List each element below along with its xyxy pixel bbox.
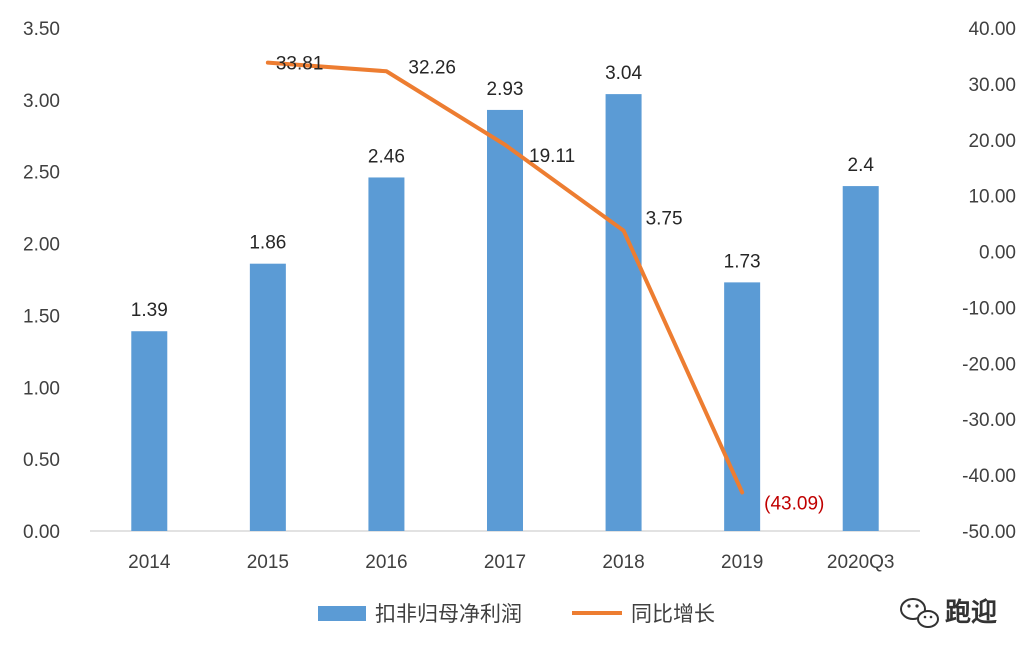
line-data-label: 3.75 bbox=[646, 209, 683, 230]
bar-data-label: 2.93 bbox=[487, 79, 524, 100]
right-tick-label: -20.00 bbox=[962, 354, 1016, 375]
bar bbox=[249, 263, 286, 531]
right-axis-ticks: -50.00 -40.00 -30.00 -20.00 -10.00 0.00 10.00 2… bbox=[962, 19, 1016, 543]
left-axis-ticks: 0.00 0.50 1.00 1.50 2.00 2.50 3.00 3.50 bbox=[23, 19, 60, 543]
left-tick-label: 1.00 bbox=[23, 378, 60, 399]
right-tick-label: 0.00 bbox=[979, 243, 1016, 264]
legend: 扣非归母净利润 同比增长 bbox=[318, 603, 715, 626]
right-tick-label: -50.00 bbox=[962, 522, 1016, 543]
bar-data-label: 1.86 bbox=[249, 233, 286, 254]
bar-data-labels: 1.39 1.86 2.46 2.93 3.04 1.73 2.4 bbox=[131, 63, 875, 321]
line-data-labels: 33.81 32.26 19.11 3.75 (43.09) bbox=[276, 54, 824, 515]
left-tick-label: 2.50 bbox=[23, 163, 60, 184]
category-label: 2014 bbox=[128, 552, 171, 573]
bar-data-label: 2.4 bbox=[848, 155, 875, 176]
bar-data-label: 1.73 bbox=[724, 251, 761, 272]
right-tick-label: 40.00 bbox=[968, 19, 1016, 40]
line-series bbox=[265, 60, 745, 495]
legend-line-label: 同比增长 bbox=[631, 603, 715, 626]
left-tick-label: 0.50 bbox=[23, 450, 60, 471]
left-tick-label: 0.00 bbox=[23, 522, 60, 543]
bar bbox=[605, 94, 642, 531]
category-label: 2015 bbox=[247, 552, 289, 573]
watermark-text: 跑迎 bbox=[945, 597, 997, 627]
left-tick-label: 1.50 bbox=[23, 306, 60, 327]
right-tick-label: -30.00 bbox=[962, 410, 1016, 431]
right-tick-label: 20.00 bbox=[968, 131, 1016, 152]
right-tick-label: -40.00 bbox=[962, 466, 1016, 487]
watermark: 跑迎 bbox=[900, 597, 997, 628]
bar bbox=[131, 331, 168, 531]
category-label: 2018 bbox=[602, 552, 644, 573]
left-tick-label: 3.00 bbox=[23, 91, 60, 112]
line-data-label: 32.26 bbox=[408, 57, 456, 78]
bar bbox=[487, 109, 523, 531]
line-data-label: 33.81 bbox=[276, 54, 324, 75]
right-tick-label: 10.00 bbox=[968, 187, 1016, 208]
legend-bar-swatch bbox=[318, 606, 366, 621]
left-tick-label: 3.50 bbox=[23, 19, 60, 40]
bar-data-label: 1.39 bbox=[131, 300, 168, 321]
right-tick-label: 30.00 bbox=[968, 75, 1016, 96]
category-label: 2016 bbox=[365, 552, 407, 573]
wechat-icon bbox=[900, 598, 939, 628]
line-data-label: 19.11 bbox=[529, 146, 575, 167]
bar-data-label: 2.46 bbox=[368, 146, 405, 167]
left-tick-label: 2.00 bbox=[23, 235, 60, 256]
growth-line bbox=[265, 60, 745, 495]
category-label: 2017 bbox=[484, 552, 526, 573]
bar-series bbox=[131, 94, 879, 532]
category-label: 2019 bbox=[721, 552, 763, 573]
right-tick-label: -10.00 bbox=[962, 298, 1016, 319]
category-labels: 2014 2015 2016 2017 2018 2019 2020Q3 bbox=[128, 552, 894, 573]
bar-data-label: 3.04 bbox=[605, 63, 642, 84]
bar bbox=[842, 186, 879, 532]
legend-bar-label: 扣非归母净利润 bbox=[375, 603, 522, 626]
line-data-label: (43.09) bbox=[764, 493, 824, 514]
category-label: 2020Q3 bbox=[827, 552, 895, 573]
bar bbox=[368, 177, 405, 531]
